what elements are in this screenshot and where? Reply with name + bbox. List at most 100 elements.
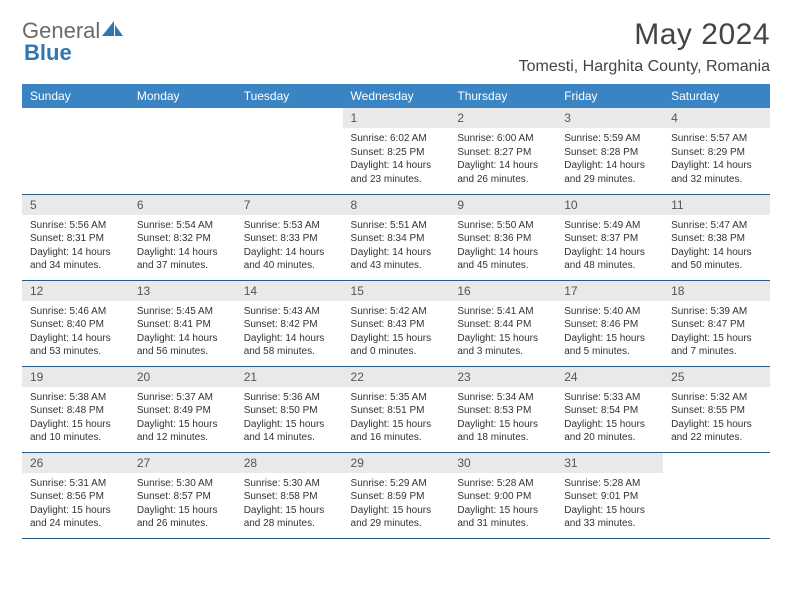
day-number: 15 — [343, 281, 450, 301]
calendar-cell: 15Sunrise: 5:42 AMSunset: 8:43 PMDayligh… — [343, 280, 450, 366]
day-details: Sunrise: 6:02 AMSunset: 8:25 PMDaylight:… — [343, 128, 450, 192]
day-details: Sunrise: 5:39 AMSunset: 8:47 PMDaylight:… — [663, 301, 770, 365]
day-details: Sunrise: 5:33 AMSunset: 8:54 PMDaylight:… — [556, 387, 663, 451]
day-number: 24 — [556, 367, 663, 387]
day-number: 19 — [22, 367, 129, 387]
day-number: 21 — [236, 367, 343, 387]
day-number: 4 — [663, 108, 770, 128]
calendar-cell: 18Sunrise: 5:39 AMSunset: 8:47 PMDayligh… — [663, 280, 770, 366]
location-text: Tomesti, Harghita County, Romania — [519, 58, 770, 76]
calendar-cell — [22, 108, 129, 194]
day-number: 8 — [343, 195, 450, 215]
day-number: 2 — [449, 108, 556, 128]
weekday-header: Tuesday — [236, 84, 343, 108]
weekday-header: Thursday — [449, 84, 556, 108]
day-details: Sunrise: 5:40 AMSunset: 8:46 PMDaylight:… — [556, 301, 663, 365]
calendar-cell: 5Sunrise: 5:56 AMSunset: 8:31 PMDaylight… — [22, 194, 129, 280]
weekday-header: Wednesday — [343, 84, 450, 108]
calendar-cell: 27Sunrise: 5:30 AMSunset: 8:57 PMDayligh… — [129, 452, 236, 538]
calendar-cell: 11Sunrise: 5:47 AMSunset: 8:38 PMDayligh… — [663, 194, 770, 280]
day-details: Sunrise: 5:31 AMSunset: 8:56 PMDaylight:… — [22, 473, 129, 537]
title-block: May 2024 Tomesti, Harghita County, Roman… — [519, 18, 770, 76]
day-number: 9 — [449, 195, 556, 215]
calendar-cell: 25Sunrise: 5:32 AMSunset: 8:55 PMDayligh… — [663, 366, 770, 452]
day-details: Sunrise: 5:42 AMSunset: 8:43 PMDaylight:… — [343, 301, 450, 365]
day-details: Sunrise: 5:50 AMSunset: 8:36 PMDaylight:… — [449, 215, 556, 279]
day-details: Sunrise: 5:37 AMSunset: 8:49 PMDaylight:… — [129, 387, 236, 451]
calendar-cell: 29Sunrise: 5:29 AMSunset: 8:59 PMDayligh… — [343, 452, 450, 538]
day-number: 29 — [343, 453, 450, 473]
calendar-cell: 3Sunrise: 5:59 AMSunset: 8:28 PMDaylight… — [556, 108, 663, 194]
calendar-cell: 21Sunrise: 5:36 AMSunset: 8:50 PMDayligh… — [236, 366, 343, 452]
calendar-cell: 19Sunrise: 5:38 AMSunset: 8:48 PMDayligh… — [22, 366, 129, 452]
day-details: Sunrise: 5:49 AMSunset: 8:37 PMDaylight:… — [556, 215, 663, 279]
brand-text-2: Blue — [24, 40, 72, 65]
calendar-cell: 23Sunrise: 5:34 AMSunset: 8:53 PMDayligh… — [449, 366, 556, 452]
day-number: 23 — [449, 367, 556, 387]
day-number: 13 — [129, 281, 236, 301]
day-details: Sunrise: 5:59 AMSunset: 8:28 PMDaylight:… — [556, 128, 663, 192]
day-details: Sunrise: 5:46 AMSunset: 8:40 PMDaylight:… — [22, 301, 129, 365]
calendar-cell: 14Sunrise: 5:43 AMSunset: 8:42 PMDayligh… — [236, 280, 343, 366]
calendar-table: SundayMondayTuesdayWednesdayThursdayFrid… — [22, 84, 770, 539]
calendar-cell: 16Sunrise: 5:41 AMSunset: 8:44 PMDayligh… — [449, 280, 556, 366]
month-title: May 2024 — [519, 18, 770, 52]
calendar-cell — [129, 108, 236, 194]
day-number: 27 — [129, 453, 236, 473]
day-details: Sunrise: 5:43 AMSunset: 8:42 PMDaylight:… — [236, 301, 343, 365]
day-number: 7 — [236, 195, 343, 215]
calendar-cell: 22Sunrise: 5:35 AMSunset: 8:51 PMDayligh… — [343, 366, 450, 452]
day-details: Sunrise: 5:30 AMSunset: 8:58 PMDaylight:… — [236, 473, 343, 537]
day-details: Sunrise: 5:28 AMSunset: 9:00 PMDaylight:… — [449, 473, 556, 537]
day-number: 26 — [22, 453, 129, 473]
calendar-cell: 7Sunrise: 5:53 AMSunset: 8:33 PMDaylight… — [236, 194, 343, 280]
day-number: 11 — [663, 195, 770, 215]
day-number: 1 — [343, 108, 450, 128]
calendar-cell: 10Sunrise: 5:49 AMSunset: 8:37 PMDayligh… — [556, 194, 663, 280]
day-details: Sunrise: 5:41 AMSunset: 8:44 PMDaylight:… — [449, 301, 556, 365]
day-details: Sunrise: 6:00 AMSunset: 8:27 PMDaylight:… — [449, 128, 556, 192]
calendar-row: 26Sunrise: 5:31 AMSunset: 8:56 PMDayligh… — [22, 452, 770, 538]
day-details: Sunrise: 5:36 AMSunset: 8:50 PMDaylight:… — [236, 387, 343, 451]
calendar-row: 19Sunrise: 5:38 AMSunset: 8:48 PMDayligh… — [22, 366, 770, 452]
calendar-row: 5Sunrise: 5:56 AMSunset: 8:31 PMDaylight… — [22, 194, 770, 280]
day-number: 25 — [663, 367, 770, 387]
weekday-header: Monday — [129, 84, 236, 108]
day-details: Sunrise: 5:34 AMSunset: 8:53 PMDaylight:… — [449, 387, 556, 451]
day-details: Sunrise: 5:32 AMSunset: 8:55 PMDaylight:… — [663, 387, 770, 451]
calendar-cell: 28Sunrise: 5:30 AMSunset: 8:58 PMDayligh… — [236, 452, 343, 538]
calendar-cell: 30Sunrise: 5:28 AMSunset: 9:00 PMDayligh… — [449, 452, 556, 538]
calendar-cell: 20Sunrise: 5:37 AMSunset: 8:49 PMDayligh… — [129, 366, 236, 452]
day-number: 6 — [129, 195, 236, 215]
header: General May 2024 Tomesti, Harghita Count… — [22, 18, 770, 76]
calendar-cell: 4Sunrise: 5:57 AMSunset: 8:29 PMDaylight… — [663, 108, 770, 194]
calendar-cell: 1Sunrise: 6:02 AMSunset: 8:25 PMDaylight… — [343, 108, 450, 194]
weekday-header: Sunday — [22, 84, 129, 108]
day-details: Sunrise: 5:56 AMSunset: 8:31 PMDaylight:… — [22, 215, 129, 279]
calendar-row: 1Sunrise: 6:02 AMSunset: 8:25 PMDaylight… — [22, 108, 770, 194]
day-number: 12 — [22, 281, 129, 301]
day-details: Sunrise: 5:29 AMSunset: 8:59 PMDaylight:… — [343, 473, 450, 537]
calendar-body: 1Sunrise: 6:02 AMSunset: 8:25 PMDaylight… — [22, 108, 770, 538]
day-details: Sunrise: 5:53 AMSunset: 8:33 PMDaylight:… — [236, 215, 343, 279]
weekday-header: Saturday — [663, 84, 770, 108]
brand-sail-icon — [102, 21, 124, 43]
day-details: Sunrise: 5:28 AMSunset: 9:01 PMDaylight:… — [556, 473, 663, 537]
weekday-header: Friday — [556, 84, 663, 108]
day-details: Sunrise: 5:38 AMSunset: 8:48 PMDaylight:… — [22, 387, 129, 451]
calendar-cell: 26Sunrise: 5:31 AMSunset: 8:56 PMDayligh… — [22, 452, 129, 538]
calendar-cell: 8Sunrise: 5:51 AMSunset: 8:34 PMDaylight… — [343, 194, 450, 280]
day-number: 14 — [236, 281, 343, 301]
calendar-cell: 12Sunrise: 5:46 AMSunset: 8:40 PMDayligh… — [22, 280, 129, 366]
day-details: Sunrise: 5:30 AMSunset: 8:57 PMDaylight:… — [129, 473, 236, 537]
calendar-cell: 9Sunrise: 5:50 AMSunset: 8:36 PMDaylight… — [449, 194, 556, 280]
day-number: 22 — [343, 367, 450, 387]
calendar-cell: 6Sunrise: 5:54 AMSunset: 8:32 PMDaylight… — [129, 194, 236, 280]
day-number: 30 — [449, 453, 556, 473]
day-number: 31 — [556, 453, 663, 473]
brand-text-2-wrap: Blue — [22, 40, 72, 66]
day-details: Sunrise: 5:57 AMSunset: 8:29 PMDaylight:… — [663, 128, 770, 192]
day-number: 3 — [556, 108, 663, 128]
day-details: Sunrise: 5:54 AMSunset: 8:32 PMDaylight:… — [129, 215, 236, 279]
calendar-cell — [663, 452, 770, 538]
